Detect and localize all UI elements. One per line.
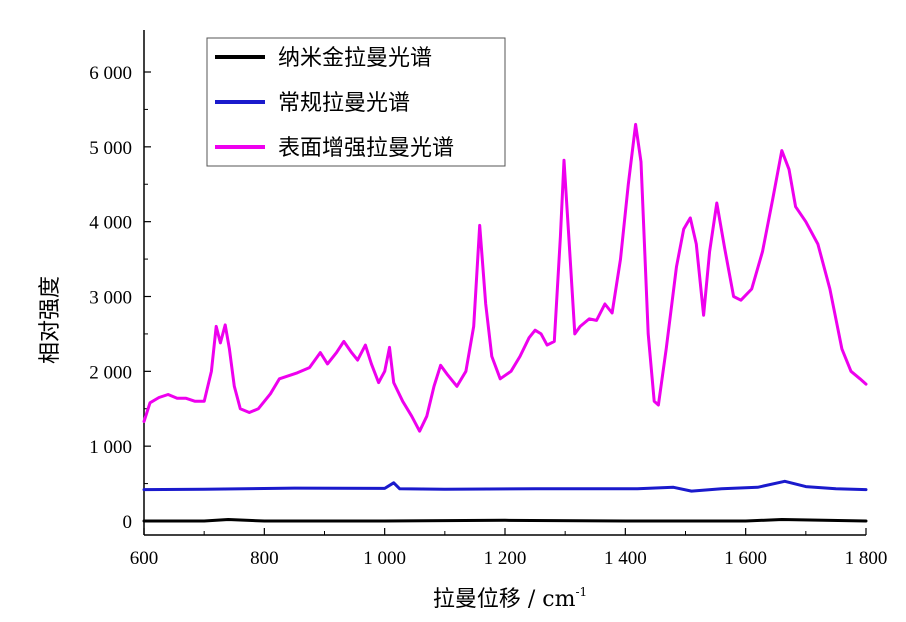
x-tick-label: 1 600 bbox=[724, 548, 767, 569]
x-ticks: 600 800 1 000 1 200 1 400 1 600 1 800 bbox=[130, 528, 888, 569]
y-tick-label: 0 bbox=[123, 512, 133, 533]
series-line-2 bbox=[142, 122, 868, 433]
y-tick-label: 5 000 bbox=[89, 138, 132, 159]
y-tick-label: 4 000 bbox=[89, 213, 132, 234]
x-tick-label: 1 400 bbox=[604, 548, 647, 569]
x-axis-title-main: 拉曼位移 / cm bbox=[433, 587, 576, 612]
y-tick-label: 2 000 bbox=[89, 362, 132, 383]
legend-label-0: 纳米金拉曼光谱 bbox=[278, 46, 432, 71]
y-tick-label: 3 000 bbox=[89, 288, 132, 309]
y-tick-label: 1 000 bbox=[89, 437, 132, 458]
series-line-0 bbox=[142, 518, 868, 523]
y-axis-title: 相对强度 bbox=[38, 276, 63, 364]
x-tick-label: 800 bbox=[250, 548, 279, 569]
x-tick-label: 1 800 bbox=[845, 548, 888, 569]
y-tick-label: 6 000 bbox=[89, 63, 132, 84]
x-tick-label: 600 bbox=[130, 548, 159, 569]
x-axis-title-superscript: -1 bbox=[575, 585, 587, 599]
y-ticks: 0 1 000 2 000 3 000 4 000 5 000 6 000 bbox=[89, 63, 151, 533]
legend-label-1: 常规拉曼光谱 bbox=[278, 91, 410, 116]
series-layer bbox=[142, 122, 868, 523]
x-tick-label: 1 000 bbox=[363, 548, 406, 569]
series-line-1 bbox=[142, 479, 868, 493]
x-tick-label: 1 200 bbox=[484, 548, 527, 569]
x-axis-title: 拉曼位移 / cm-1 bbox=[433, 585, 587, 612]
legend-label-2: 表面增强拉曼光谱 bbox=[278, 136, 454, 161]
